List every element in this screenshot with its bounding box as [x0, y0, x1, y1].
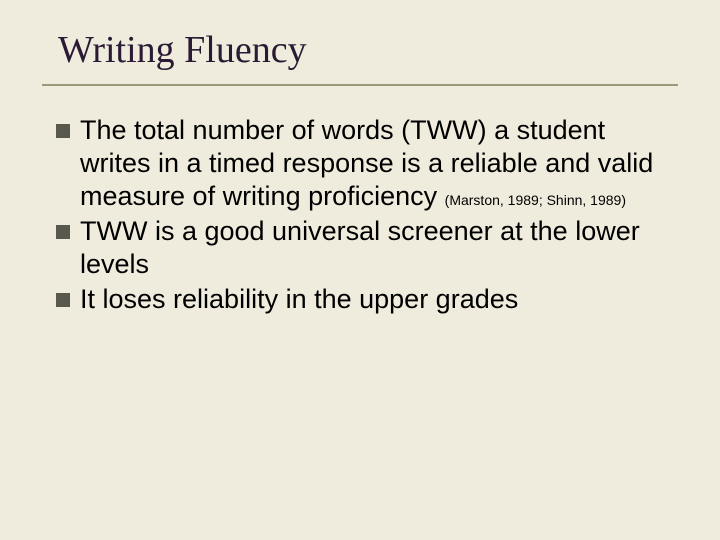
list-item: The total number of words (TWW) a studen…: [56, 114, 666, 213]
list-item: TWW is a good universal screener at the …: [56, 215, 666, 281]
item-main-text: It loses reliability in the upper grades: [80, 284, 518, 314]
list-item-text: The total number of words (TWW) a studen…: [80, 114, 666, 213]
square-bullet-icon: [56, 293, 70, 307]
item-citation: (Marston, 1989; Shinn, 1989): [445, 192, 626, 208]
list-item: It loses reliability in the upper grades: [56, 283, 666, 316]
list-item-text: TWW is a good universal screener at the …: [80, 215, 666, 281]
square-bullet-icon: [56, 225, 70, 239]
square-bullet-icon: [56, 124, 70, 138]
slide: Writing Fluency The total number of word…: [0, 0, 720, 540]
slide-title: Writing Fluency: [0, 0, 720, 80]
slide-body: The total number of words (TWW) a studen…: [0, 86, 720, 316]
list-item-text: It loses reliability in the upper grades: [80, 283, 518, 316]
item-main-text: TWW is a good universal screener at the …: [80, 216, 640, 279]
